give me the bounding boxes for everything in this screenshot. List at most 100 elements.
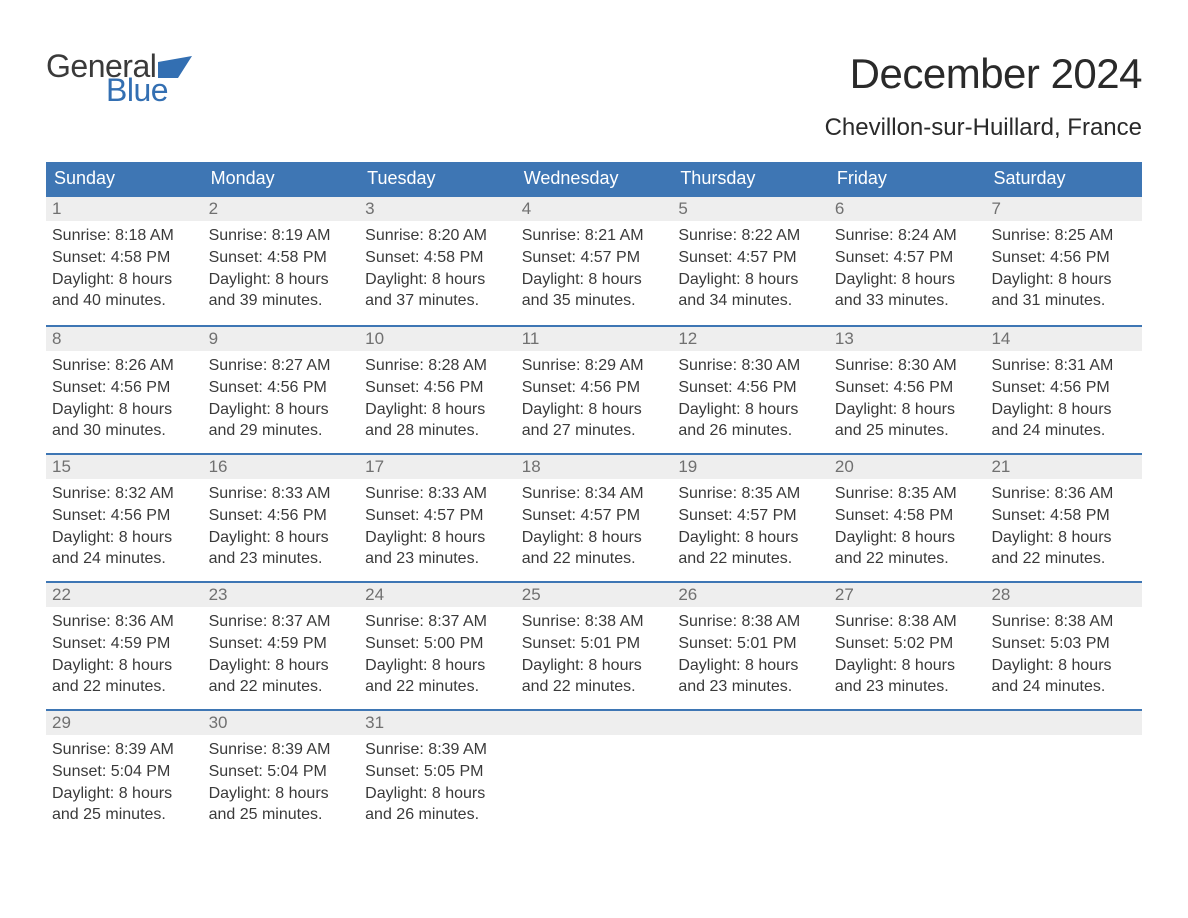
sunrise-line: Sunrise: 8:37 AM	[365, 611, 510, 633]
day-number: 2	[203, 197, 360, 221]
brand-word2: Blue	[106, 74, 192, 106]
calendar-day: 13Sunrise: 8:30 AMSunset: 4:56 PMDayligh…	[829, 327, 986, 453]
sunrise-line: Sunrise: 8:32 AM	[52, 483, 197, 505]
day-number: 28	[985, 583, 1142, 607]
daylight-line: Daylight: 8 hours and 34 minutes.	[678, 269, 823, 312]
day-body: Sunrise: 8:30 AMSunset: 4:56 PMDaylight:…	[829, 351, 986, 447]
day-number: 5	[672, 197, 829, 221]
day-number: 21	[985, 455, 1142, 479]
daylight-line: Daylight: 8 hours and 27 minutes.	[522, 399, 667, 442]
sunset-line: Sunset: 4:58 PM	[209, 247, 354, 269]
day-number: 15	[46, 455, 203, 479]
day-number: 22	[46, 583, 203, 607]
day-body: Sunrise: 8:28 AMSunset: 4:56 PMDaylight:…	[359, 351, 516, 447]
calendar-day: 27Sunrise: 8:38 AMSunset: 5:02 PMDayligh…	[829, 583, 986, 709]
sunset-line: Sunset: 4:56 PM	[991, 247, 1136, 269]
day-body: Sunrise: 8:22 AMSunset: 4:57 PMDaylight:…	[672, 221, 829, 317]
sunrise-line: Sunrise: 8:26 AM	[52, 355, 197, 377]
brand-logo: General Blue	[46, 50, 192, 106]
daylight-line: Daylight: 8 hours and 23 minutes.	[678, 655, 823, 698]
sunset-line: Sunset: 4:57 PM	[522, 505, 667, 527]
day-body: Sunrise: 8:35 AMSunset: 4:57 PMDaylight:…	[672, 479, 829, 575]
calendar-day: 15Sunrise: 8:32 AMSunset: 4:56 PMDayligh…	[46, 455, 203, 581]
day-body: Sunrise: 8:30 AMSunset: 4:56 PMDaylight:…	[672, 351, 829, 447]
weekday-header: Sunday	[46, 162, 203, 197]
day-body: Sunrise: 8:37 AMSunset: 4:59 PMDaylight:…	[203, 607, 360, 703]
sunset-line: Sunset: 5:03 PM	[991, 633, 1136, 655]
daylight-line: Daylight: 8 hours and 22 minutes.	[835, 527, 980, 570]
sunset-line: Sunset: 5:02 PM	[835, 633, 980, 655]
day-number	[516, 711, 673, 735]
daylight-line: Daylight: 8 hours and 25 minutes.	[835, 399, 980, 442]
calendar-day: 26Sunrise: 8:38 AMSunset: 5:01 PMDayligh…	[672, 583, 829, 709]
calendar-day: 16Sunrise: 8:33 AMSunset: 4:56 PMDayligh…	[203, 455, 360, 581]
sunset-line: Sunset: 4:57 PM	[678, 247, 823, 269]
day-number: 4	[516, 197, 673, 221]
day-body: Sunrise: 8:25 AMSunset: 4:56 PMDaylight:…	[985, 221, 1142, 317]
calendar-day: 18Sunrise: 8:34 AMSunset: 4:57 PMDayligh…	[516, 455, 673, 581]
daylight-line: Daylight: 8 hours and 22 minutes.	[52, 655, 197, 698]
day-body: Sunrise: 8:39 AMSunset: 5:04 PMDaylight:…	[46, 735, 203, 831]
day-number: 16	[203, 455, 360, 479]
day-body: Sunrise: 8:33 AMSunset: 4:56 PMDaylight:…	[203, 479, 360, 575]
sunrise-line: Sunrise: 8:38 AM	[522, 611, 667, 633]
title-block: December 2024 Chevillon-sur-Huillard, Fr…	[825, 50, 1142, 154]
daylight-line: Daylight: 8 hours and 29 minutes.	[209, 399, 354, 442]
daylight-line: Daylight: 8 hours and 22 minutes.	[678, 527, 823, 570]
sunset-line: Sunset: 5:00 PM	[365, 633, 510, 655]
sunset-line: Sunset: 5:01 PM	[522, 633, 667, 655]
calendar: SundayMondayTuesdayWednesdayThursdayFrid…	[46, 162, 1142, 837]
sunset-line: Sunset: 4:56 PM	[209, 377, 354, 399]
daylight-line: Daylight: 8 hours and 24 minutes.	[52, 527, 197, 570]
day-number: 1	[46, 197, 203, 221]
calendar-day: 6Sunrise: 8:24 AMSunset: 4:57 PMDaylight…	[829, 197, 986, 325]
day-body	[829, 735, 986, 745]
calendar-day: 20Sunrise: 8:35 AMSunset: 4:58 PMDayligh…	[829, 455, 986, 581]
daylight-line: Daylight: 8 hours and 39 minutes.	[209, 269, 354, 312]
sunset-line: Sunset: 4:56 PM	[52, 377, 197, 399]
weekday-header: Saturday	[985, 162, 1142, 197]
day-number: 11	[516, 327, 673, 351]
daylight-line: Daylight: 8 hours and 23 minutes.	[835, 655, 980, 698]
daylight-line: Daylight: 8 hours and 22 minutes.	[365, 655, 510, 698]
calendar-day: 19Sunrise: 8:35 AMSunset: 4:57 PMDayligh…	[672, 455, 829, 581]
sunrise-line: Sunrise: 8:33 AM	[365, 483, 510, 505]
day-body: Sunrise: 8:39 AMSunset: 5:05 PMDaylight:…	[359, 735, 516, 831]
daylight-line: Daylight: 8 hours and 26 minutes.	[365, 783, 510, 826]
sunrise-line: Sunrise: 8:39 AM	[52, 739, 197, 761]
calendar-week: 29Sunrise: 8:39 AMSunset: 5:04 PMDayligh…	[46, 709, 1142, 837]
day-body: Sunrise: 8:21 AMSunset: 4:57 PMDaylight:…	[516, 221, 673, 317]
calendar-day: 3Sunrise: 8:20 AMSunset: 4:58 PMDaylight…	[359, 197, 516, 325]
month-title: December 2024	[825, 50, 1142, 98]
calendar-day: 28Sunrise: 8:38 AMSunset: 5:03 PMDayligh…	[985, 583, 1142, 709]
daylight-line: Daylight: 8 hours and 24 minutes.	[991, 655, 1136, 698]
sunrise-line: Sunrise: 8:30 AM	[835, 355, 980, 377]
calendar-day	[672, 711, 829, 837]
day-number: 26	[672, 583, 829, 607]
location-subtitle: Chevillon-sur-Huillard, France	[825, 114, 1142, 142]
day-number: 17	[359, 455, 516, 479]
day-number: 7	[985, 197, 1142, 221]
day-number: 29	[46, 711, 203, 735]
weekday-header: Wednesday	[516, 162, 673, 197]
sunrise-line: Sunrise: 8:19 AM	[209, 225, 354, 247]
sunset-line: Sunset: 5:04 PM	[52, 761, 197, 783]
sunrise-line: Sunrise: 8:31 AM	[991, 355, 1136, 377]
sunset-line: Sunset: 4:57 PM	[365, 505, 510, 527]
calendar-week: 15Sunrise: 8:32 AMSunset: 4:56 PMDayligh…	[46, 453, 1142, 581]
daylight-line: Daylight: 8 hours and 22 minutes.	[522, 527, 667, 570]
day-body: Sunrise: 8:36 AMSunset: 4:58 PMDaylight:…	[985, 479, 1142, 575]
daylight-line: Daylight: 8 hours and 37 minutes.	[365, 269, 510, 312]
sunset-line: Sunset: 4:58 PM	[991, 505, 1136, 527]
day-body: Sunrise: 8:37 AMSunset: 5:00 PMDaylight:…	[359, 607, 516, 703]
sunrise-line: Sunrise: 8:24 AM	[835, 225, 980, 247]
sunset-line: Sunset: 4:59 PM	[209, 633, 354, 655]
sunset-line: Sunset: 4:56 PM	[835, 377, 980, 399]
daylight-line: Daylight: 8 hours and 30 minutes.	[52, 399, 197, 442]
day-body: Sunrise: 8:20 AMSunset: 4:58 PMDaylight:…	[359, 221, 516, 317]
sunrise-line: Sunrise: 8:30 AM	[678, 355, 823, 377]
calendar-day	[829, 711, 986, 837]
calendar-day: 14Sunrise: 8:31 AMSunset: 4:56 PMDayligh…	[985, 327, 1142, 453]
calendar-day: 5Sunrise: 8:22 AMSunset: 4:57 PMDaylight…	[672, 197, 829, 325]
sunrise-line: Sunrise: 8:35 AM	[678, 483, 823, 505]
